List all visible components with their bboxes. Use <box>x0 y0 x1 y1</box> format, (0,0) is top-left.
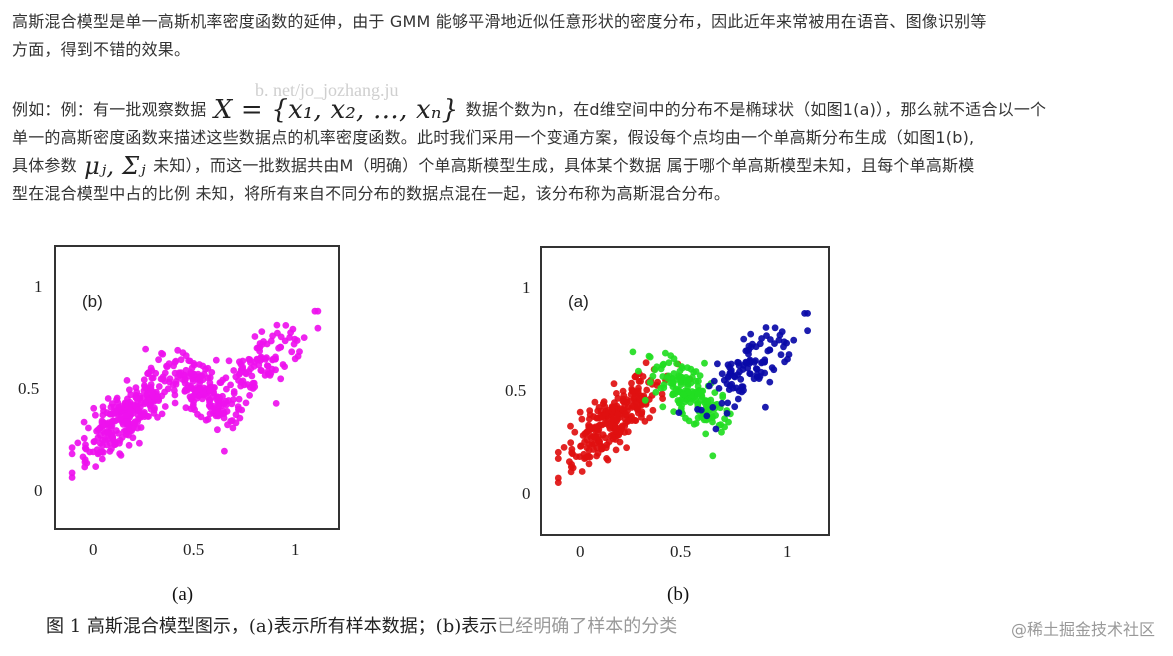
y-tick-0.5: 0.5 <box>505 381 527 400</box>
panel-tag: (a) <box>568 292 589 311</box>
example-paragraph: 例如：例：有一批观察数据 X = {x₁, x₂, …, xₙ} 数据个数为n，… <box>12 96 1167 208</box>
scatter-plot-all-samples: (b) 1 0.5 0 0 0.5 1 (a) <box>0 242 360 612</box>
site-credit-watermark: @稀土掘金技术社区 <box>1010 620 1155 639</box>
x-tick-0.5: 0.5 <box>183 540 205 559</box>
panel-tag: (b) <box>82 292 103 311</box>
y-tick-0: 0 <box>522 484 531 503</box>
scatter-points-magenta <box>68 307 322 481</box>
example-line-1: 例如：例：有一批观察数据 X = {x₁, x₂, …, xₙ} 数据个数为n，… <box>12 96 1167 124</box>
example-line-2: 单一的高斯密度函数来描述这些数据点的机率密度函数。此时我们采用一个变通方案，假设… <box>12 128 975 147</box>
x-tick-1: 1 <box>783 542 792 561</box>
x-tick-0: 0 <box>89 540 98 559</box>
example-line-1-before: 例如：例：有一批观察数据 <box>12 100 207 119</box>
figure-1: (b) 1 0.5 0 0 0.5 1 (a) (a) 1 0.5 0 0 0.… <box>0 242 1173 656</box>
y-tick-1: 1 <box>34 277 43 296</box>
x-tick-0.5: 0.5 <box>670 542 692 561</box>
y-tick-1: 1 <box>522 278 531 297</box>
example-line-1-after: 数据个数为n，在d维空间中的分布不是椭球状（如图1(a)），那么就不适合以一个 <box>465 100 1047 119</box>
figure-caption-main: 图 1 高斯混合模型图示，(a)表示所有样本数据；(b)表示 <box>46 616 498 637</box>
formula-params: μⱼ, Σⱼ <box>84 152 146 180</box>
sub-caption-a: (a) <box>172 584 194 605</box>
intro-paragraph: 高斯混合模型是单一高斯机率密度函数的延伸，由于 GMM 能够平滑地近似任意形状的… <box>12 8 1167 64</box>
intro-line-1: 高斯混合模型是单一高斯机率密度函数的延伸，由于 GMM 能够平滑地近似任意形状的… <box>12 12 987 31</box>
formula-dataset-x: X = {x₁, x₂, …, xₙ} <box>213 95 459 125</box>
y-tick-0.5: 0.5 <box>18 379 40 398</box>
scatter-points-clusters <box>554 310 811 486</box>
example-line-3: 具体参数 μⱼ, Σⱼ 未知），而这一批数据共由M（明确）个单高斯模型生成，具体… <box>12 152 1167 180</box>
intro-line-2: 方面，得到不错的效果。 <box>12 40 191 59</box>
figure-caption: 图 1 高斯混合模型图示，(a)表示所有样本数据；(b)表示已经明确了样本的分类 <box>46 612 677 638</box>
figure-caption-faded: 已经明确了样本的分类 <box>497 616 678 637</box>
y-tick-0: 0 <box>34 481 43 500</box>
example-line-4: 型在混合模型中占的比例 未知，将所有来自不同分布的数据点混在一起，该分布称为高斯… <box>12 184 731 203</box>
x-tick-1: 1 <box>291 540 300 559</box>
sub-caption-b: (b) <box>667 584 690 605</box>
scatter-plot-clustered: (a) 1 0.5 0 0 0.5 1 (b) <box>500 242 860 612</box>
x-tick-0: 0 <box>576 542 585 561</box>
formula-watermark: b. net/jo_jozhang.ju <box>255 80 399 100</box>
example-line-3-before: 具体参数 <box>12 156 77 175</box>
example-line-3-after: 未知），而这一批数据共由M（明确）个单高斯模型生成，具体某个数据 属于哪个单高斯… <box>153 156 975 175</box>
